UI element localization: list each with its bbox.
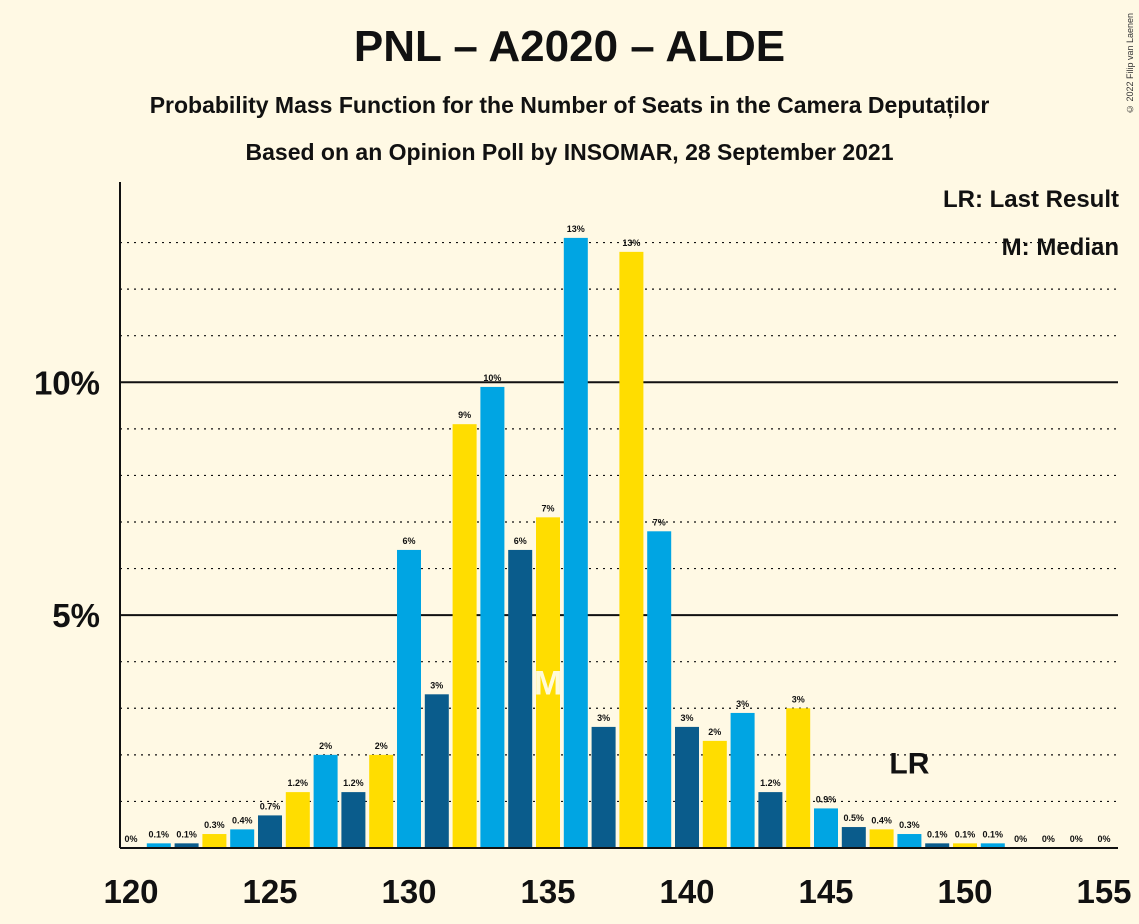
bar-value-label: 1.2% (343, 778, 364, 788)
bar-value-label: 2% (319, 741, 332, 751)
bar-seat-128 (341, 792, 366, 848)
bar-value-label: 9% (458, 410, 471, 420)
bar-value-label: 3% (736, 699, 749, 709)
bar-value-label: 0% (1097, 834, 1110, 844)
bar-value-label: 0.3% (204, 820, 225, 830)
x-tick-label: 135 (520, 873, 575, 910)
bars (146, 237, 1005, 849)
bar-seat-143 (758, 792, 783, 848)
bar-seat-151 (980, 843, 1005, 848)
bar-seat-135 (536, 517, 560, 848)
bar-seat-142 (730, 712, 755, 848)
bar-value-label: 7% (541, 503, 554, 513)
bar-seat-134 (508, 549, 533, 848)
bar-seat-122 (174, 843, 199, 848)
bar-value-label: 1.2% (760, 778, 781, 788)
bar-seat-139 (647, 531, 672, 848)
bar-seat-136 (563, 237, 588, 848)
bar-value-label: 6% (514, 536, 527, 546)
bar-seat-140 (675, 726, 699, 848)
bar-seat-145 (814, 808, 838, 848)
legend-median: M: Median (1001, 234, 1119, 261)
last-result-marker: LR (889, 747, 929, 780)
bar-seat-150 (953, 843, 977, 848)
bar-value-label: 0% (1070, 834, 1083, 844)
bar-seat-147 (869, 829, 894, 848)
bar-value-label: 0.7% (260, 801, 281, 811)
bar-value-label: 2% (375, 741, 388, 751)
median-marker: M (534, 664, 562, 702)
y-tick-label: 5% (52, 597, 100, 634)
bar-seat-124 (230, 829, 255, 848)
x-tick-label: 150 (937, 873, 992, 910)
x-tick-label: 130 (381, 873, 436, 910)
bar-seat-146 (841, 827, 866, 848)
x-tick-label: 125 (242, 873, 297, 910)
bar-value-label: 0% (1014, 834, 1027, 844)
bar-seat-126 (285, 792, 310, 848)
bar-value-label: 0.1% (176, 829, 197, 839)
bar-value-label: 0.5% (844, 813, 865, 823)
x-tick-label: 155 (1076, 873, 1131, 910)
bar-seat-129 (369, 754, 394, 848)
gridlines (120, 241, 1118, 803)
x-tick-label: 145 (798, 873, 853, 910)
chart-title: PNL – A2020 – ALDE (353, 22, 786, 71)
bar-seat-123 (202, 834, 227, 848)
bar-seat-130 (397, 549, 421, 848)
legend-last-result: LR: Last Result (942, 186, 1119, 213)
bar-labels: 0% 0.1% 0.1% 0.3% 0.4% 0.7% 1.2% 2% 1.2% 2% 6% 3% 9%… (124, 224, 1110, 844)
x-tick-label: 120 (103, 873, 158, 910)
chart-subtitle: Probability Mass Function for the Number… (149, 92, 990, 118)
bar-value-label: 13% (622, 238, 640, 248)
bar-seat-144 (786, 708, 811, 848)
bar-seat-131 (424, 694, 449, 848)
bar-value-label: 2% (708, 727, 721, 737)
bar-value-label: 0.4% (232, 815, 253, 825)
bar-seat-148 (897, 834, 922, 848)
bar-value-label: 0% (1042, 834, 1055, 844)
bar-value-label: 3% (792, 694, 805, 704)
bar-value-label: 0.4% (871, 815, 892, 825)
bar-seat-125 (258, 815, 282, 848)
bar-value-label: 0.3% (899, 820, 920, 830)
chart-source-line: Based on an Opinion Poll by INSOMAR, 28 … (245, 139, 894, 165)
bar-value-label: 10% (483, 373, 501, 383)
bar-value-label: 0.1% (955, 829, 976, 839)
bar-seat-132 (452, 424, 477, 848)
bar-value-label: 3% (430, 680, 443, 690)
bar-seat-138 (619, 251, 644, 849)
bar-value-label: 3% (680, 713, 693, 723)
axes: 120 125 130 135 140 145 150 155 5% 10% (34, 182, 1132, 910)
bar-seat-137 (591, 726, 616, 848)
bar-seat-141 (702, 740, 727, 848)
bar-value-label: 0.1% (983, 829, 1004, 839)
bar-value-label: 0.1% (149, 829, 170, 839)
bar-value-label: 3% (597, 713, 610, 723)
bar-value-label: 6% (402, 536, 415, 546)
bar-seat-149 (925, 843, 950, 848)
bar-seat-133 (480, 386, 505, 848)
bar-value-label: 1.2% (288, 778, 309, 788)
bar-seat-127 (313, 754, 338, 848)
x-tick-label: 140 (659, 873, 714, 910)
bar-value-label: 7% (653, 517, 666, 527)
bar-value-label: 13% (567, 224, 585, 234)
bar-value-label: 0% (124, 834, 137, 844)
bar-seat-121 (146, 843, 171, 848)
bar-value-label: 0.1% (927, 829, 948, 839)
bar-value-label: 0.9% (816, 794, 837, 804)
y-tick-label: 10% (34, 364, 100, 401)
